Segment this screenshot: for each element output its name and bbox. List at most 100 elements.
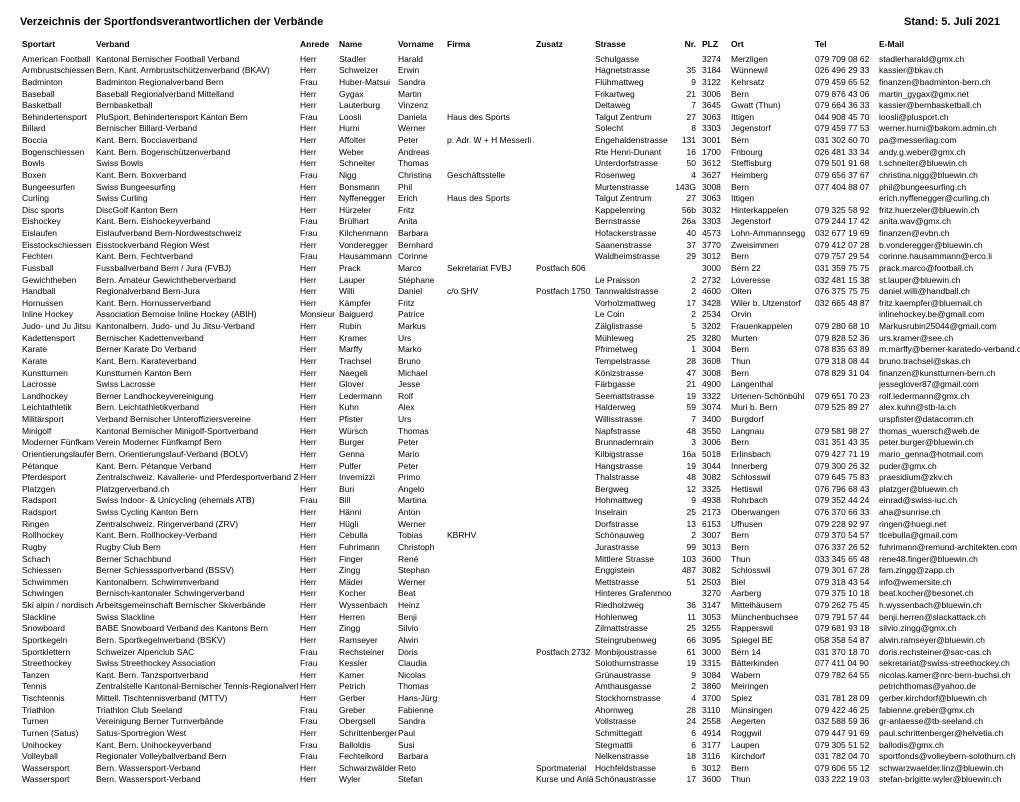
table-cell: 25 [672, 623, 700, 635]
table-cell: Basketball [20, 100, 94, 112]
table-cell: m.marffy@berner-karatedo-verband.ch [877, 344, 1020, 356]
table-cell: 56b [672, 204, 700, 216]
table-cell: Herr [298, 379, 337, 391]
table-cell [445, 541, 534, 553]
table-cell: Thomas [396, 158, 445, 170]
table-cell [445, 669, 534, 681]
table-cell: 079 228 92 97 [813, 518, 877, 530]
table-cell: 079 651 70 23 [813, 390, 877, 402]
table-cell: Markusrubin25044@gmail.com [877, 321, 1020, 333]
table-cell: Frauenkappelen [729, 321, 813, 333]
table-cell: Kuhn [337, 402, 396, 414]
table-row: BocciaKant. Bern. BocciaverbandHerrAffol… [20, 135, 1020, 147]
table-cell: 079 422 46 25 [813, 704, 877, 716]
table-cell: Kant. Bern. Tanzsportverband [94, 669, 298, 681]
table-cell: Solothurnstrasse [593, 658, 672, 670]
table-cell: Pfister [337, 414, 396, 426]
table-cell: Herr [298, 681, 337, 693]
table-cell: Kurse und Anlässe [534, 774, 593, 786]
table-cell: Kant. Bern. Rollhockey-Verband [94, 530, 298, 542]
table-cell: phil@bungeesurfing.ch [877, 181, 1020, 193]
table-cell: Thun [729, 355, 813, 367]
table-cell: 079 325 58 92 [813, 204, 877, 216]
table-cell: Baseball Regionalverband Mittelland [94, 88, 298, 100]
table-cell: Frikartweg [593, 88, 672, 100]
table-cell: Stephan [396, 565, 445, 577]
table-cell: Vollstrasse [593, 716, 672, 728]
table-cell: Schwingen [20, 588, 94, 600]
table-cell: 031 351 43 35 [813, 437, 877, 449]
table-cell: Zentralstelle Kantonal-Bernischer Tennis… [94, 681, 298, 693]
table-cell: Le Coin [593, 309, 672, 321]
table-cell: 3303 [700, 216, 729, 228]
table-cell: Corinne [396, 251, 445, 263]
table-cell: tlcebulla@gmail.com [877, 530, 1020, 542]
table-cell: PluSport, Behindertensport Kanton Bern [94, 111, 298, 123]
table-cell [445, 367, 534, 379]
table-cell: Herr [298, 53, 337, 65]
table-cell: 3008 [700, 367, 729, 379]
table-cell: Lohn-Ammannsegg [729, 228, 813, 240]
table-cell: Bern [729, 181, 813, 193]
table-cell: Herr [298, 600, 337, 612]
table-cell [534, 367, 593, 379]
table-row: OrientierungslaufenBern. Orientierungsla… [20, 448, 1020, 460]
table-cell: 078 829 31 04 [813, 367, 877, 379]
table-cell: 13 [672, 518, 700, 530]
table-cell: Swiss Slackline [94, 611, 298, 623]
table-cell: corinne.hausammann@erco.li [877, 251, 1020, 263]
table-cell: Finger [337, 553, 396, 565]
table-cell: fritz.kaempfer@bluemail.ch [877, 297, 1020, 309]
table-cell: 3550 [700, 425, 729, 437]
table-cell: Hinteres Grafenmoos [593, 588, 672, 600]
table-cell: 25 [672, 332, 700, 344]
table-cell: 3274 [700, 53, 729, 65]
table-cell: Rollhockey [20, 530, 94, 542]
table-cell: Hausammann [337, 251, 396, 263]
table-cell: Kocher [337, 588, 396, 600]
table-cell: 2 [672, 681, 700, 693]
table-cell: Harald [396, 53, 445, 65]
table-cell: Herr [298, 693, 337, 705]
table-cell [534, 216, 593, 228]
table-cell [534, 507, 593, 519]
table-cell: doris.rechsteiner@sac-cas.ch [877, 646, 1020, 658]
table-cell: 3400 [700, 414, 729, 426]
table-cell: 5 [672, 321, 700, 333]
table-cell [534, 309, 593, 321]
table-cell: Seemattstrasse [593, 390, 672, 402]
table-cell: Bern [729, 88, 813, 100]
table-cell: Frau [298, 751, 337, 763]
table-cell: Frau [298, 111, 337, 123]
table-row: EishockeyKant. Bern. EishockeyverbandFra… [20, 216, 1020, 228]
table-cell: Schmittegatt [593, 727, 672, 739]
table-cell: Bernhard [396, 239, 445, 251]
table-cell: 079 280 68 10 [813, 321, 877, 333]
table-cell: 3608 [700, 355, 729, 367]
table-cell: 17 [672, 774, 700, 786]
table-cell: 031 359 75 75 [813, 262, 877, 274]
table-cell: Spiez [729, 693, 813, 705]
table-row: Disc sportsDiscGolf Kanton BernHerrHürze… [20, 204, 1020, 216]
table-cell: Nelkenstrasse [593, 751, 672, 763]
table-cell: 27 [672, 111, 700, 123]
table-cell: 16 [672, 146, 700, 158]
table-cell: 9 [672, 76, 700, 88]
table-header-row: SportartVerbandAnredeNameVornameFirmaZus… [20, 38, 1020, 53]
table-cell [445, 507, 534, 519]
table-cell: 3700 [700, 693, 729, 705]
table-cell: Association Bernoise Inline Hockey (ABIH… [94, 309, 298, 321]
table-cell: Pferdesport [20, 472, 94, 484]
table-cell: Anita [396, 216, 445, 228]
table-cell: 7 [672, 100, 700, 112]
table-cell [445, 472, 534, 484]
table-cell: Kant. Bern. Unihockeyverband [94, 739, 298, 751]
table-cell: 077 404 88 07 [813, 181, 877, 193]
table-cell: Baseball [20, 88, 94, 100]
table-cell: Swiss Indoor- & Unicycling (ehemals ATB) [94, 495, 298, 507]
table-cell: silvio.zingg@gmx.ch [877, 623, 1020, 635]
table-cell: Kant. Bern. Eishockeyverband [94, 216, 298, 228]
table-cell: 3001 [700, 135, 729, 147]
table-cell: Herr [298, 588, 337, 600]
table-cell [445, 402, 534, 414]
